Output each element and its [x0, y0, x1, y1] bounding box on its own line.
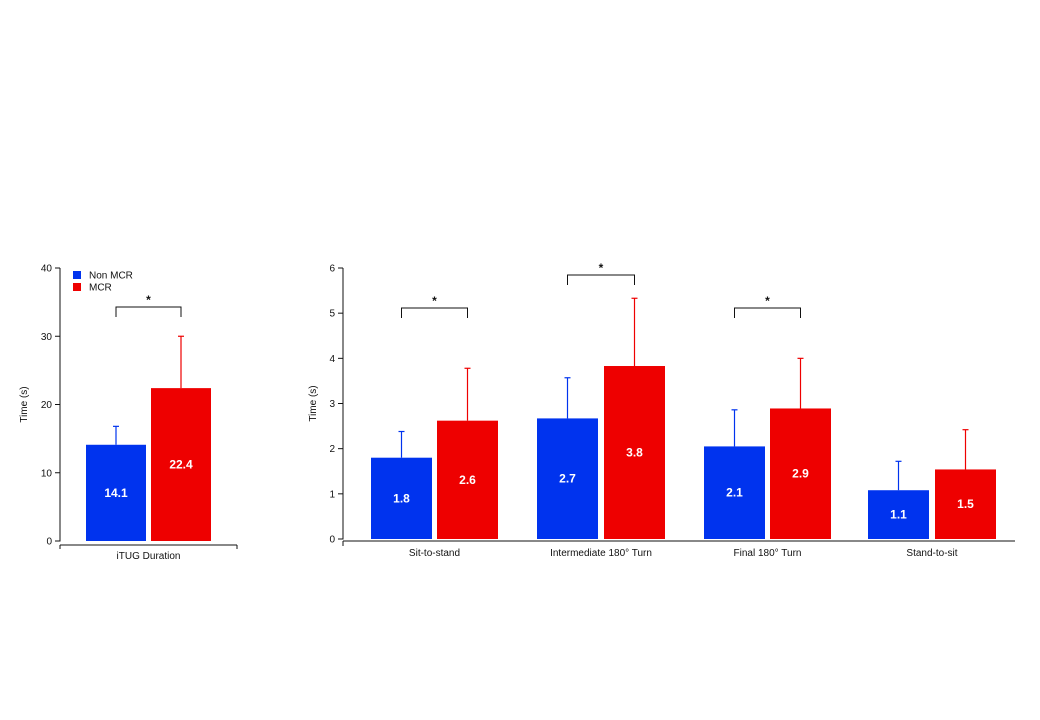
y-tick-label: 10	[41, 468, 53, 479]
bar-value-label: 2.7	[559, 472, 576, 486]
bar	[604, 366, 665, 539]
y-tick-label: 30	[41, 332, 53, 343]
bar	[86, 444, 146, 541]
significance-bracket	[567, 274, 635, 285]
significance-bracket	[734, 307, 801, 318]
significance-bracket	[401, 307, 468, 318]
significance-marker: *	[765, 294, 770, 308]
legend-swatch	[73, 271, 81, 279]
legend-swatch	[73, 283, 81, 291]
bar-value-label: 1.8	[393, 491, 410, 505]
bar-value-label: 14.1	[104, 486, 128, 500]
bar-value-label: 2.1	[726, 486, 743, 500]
bar-value-label: 1.1	[890, 508, 907, 522]
significance-marker: *	[599, 261, 604, 275]
y-tick-label: 20	[41, 400, 53, 411]
y-tick-label: 0	[46, 537, 52, 548]
y-tick-label: 2	[329, 444, 335, 455]
y-tick-label: 40	[41, 264, 53, 275]
bar	[537, 418, 598, 539]
bar-value-label: 3.8	[626, 446, 643, 460]
x-category-label: Sit-to-stand	[409, 548, 460, 559]
bar	[770, 408, 831, 539]
bar	[371, 457, 432, 539]
bar-value-label: 1.5	[957, 497, 974, 511]
bar-value-label: 2.9	[792, 467, 809, 481]
legend-label: Non MCR	[89, 271, 133, 282]
x-category-label: iTUG Duration	[117, 551, 181, 562]
bar	[151, 388, 211, 541]
y-tick-label: 4	[329, 354, 335, 365]
y-axis-label: Time (s)	[19, 386, 30, 422]
legend-label: MCR	[89, 283, 112, 294]
significance-marker: *	[146, 293, 151, 307]
x-category-label: Final 180° Turn	[734, 548, 802, 559]
bar-value-label: 22.4	[169, 458, 193, 472]
x-category-label: Stand-to-sit	[906, 548, 957, 559]
y-tick-label: 6	[329, 264, 335, 275]
significance-bracket	[115, 306, 182, 317]
x-category-label: Intermediate 180° Turn	[550, 548, 652, 559]
bar-value-label: 2.6	[459, 473, 476, 487]
y-tick-label: 3	[329, 399, 335, 410]
bar	[868, 490, 929, 539]
y-tick-label: 0	[329, 535, 335, 546]
y-tick-label: 5	[329, 309, 335, 320]
bar	[935, 469, 996, 539]
bar	[437, 420, 498, 539]
y-axis-label: Time (s)	[308, 385, 319, 421]
significance-marker: *	[432, 294, 437, 308]
y-tick-label: 1	[329, 489, 335, 500]
bar	[704, 446, 765, 539]
